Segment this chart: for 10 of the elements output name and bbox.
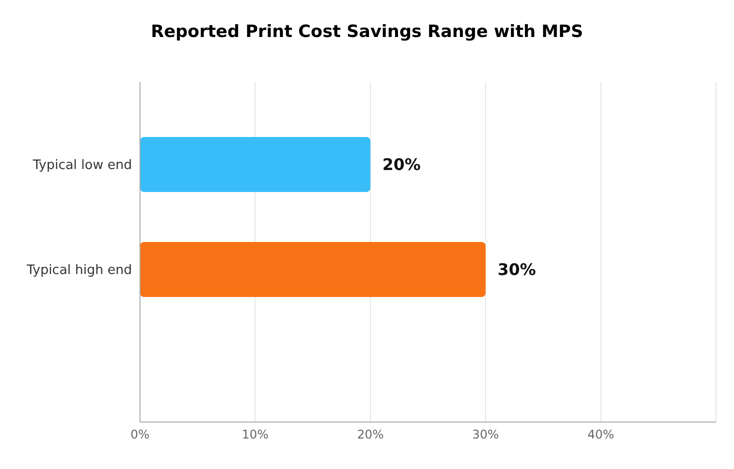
y-tick-label: Typical low end: [32, 158, 132, 174]
x-tick-label: 0%: [130, 428, 150, 442]
x-tick-label: 10%: [242, 428, 269, 442]
data-label: 20%: [382, 155, 421, 174]
x-tick-label: 40%: [587, 428, 614, 442]
x-tick-label: 30%: [472, 428, 499, 442]
data-label: 30%: [498, 260, 536, 280]
y-tick-label: Typical high end: [26, 263, 132, 278]
x-tick-label: 20%: [357, 428, 384, 442]
chart-title: Reported Print Cost Savings Range with MPS: [150, 22, 584, 44]
